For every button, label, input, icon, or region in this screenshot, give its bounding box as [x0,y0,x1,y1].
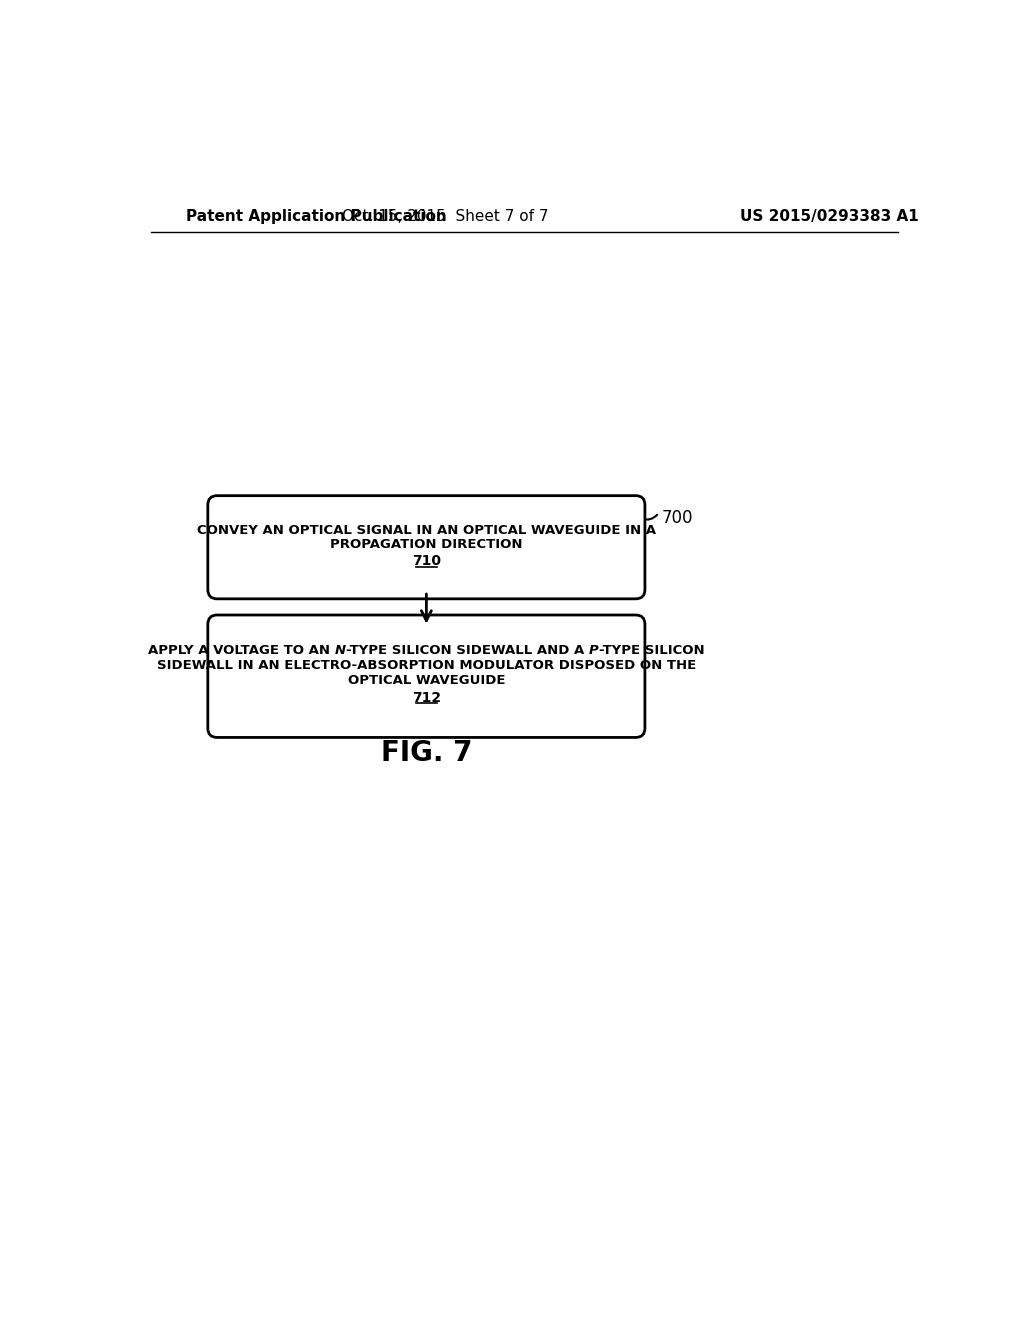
Text: PROPAGATION DIRECTION: PROPAGATION DIRECTION [330,537,522,550]
Text: 712: 712 [412,690,441,705]
Text: CONVEY AN OPTICAL SIGNAL IN AN OPTICAL WAVEGUIDE IN A: CONVEY AN OPTICAL SIGNAL IN AN OPTICAL W… [197,524,656,537]
Text: SIDEWALL IN AN ELECTRO-ABSORPTION MODULATOR DISPOSED ON THE: SIDEWALL IN AN ELECTRO-ABSORPTION MODULA… [157,659,696,672]
FancyArrowPatch shape [642,515,657,520]
Text: Oct. 15, 2015  Sheet 7 of 7: Oct. 15, 2015 Sheet 7 of 7 [342,209,549,223]
Text: OPTICAL WAVEGUIDE: OPTICAL WAVEGUIDE [347,675,505,688]
Text: -TYPE SILICON SIDEWALL AND A: -TYPE SILICON SIDEWALL AND A [346,644,589,656]
Text: N: N [335,644,346,656]
Text: 710: 710 [412,554,441,568]
FancyBboxPatch shape [208,615,645,738]
Text: APPLY A VOLTAGE TO AN: APPLY A VOLTAGE TO AN [148,644,335,656]
FancyBboxPatch shape [208,496,645,599]
Text: Patent Application Publication: Patent Application Publication [186,209,446,223]
Text: FIG. 7: FIG. 7 [381,739,472,767]
Text: 700: 700 [662,510,692,527]
Text: US 2015/0293383 A1: US 2015/0293383 A1 [740,209,919,223]
Text: -TYPE SILICON: -TYPE SILICON [599,644,705,656]
Text: P: P [589,644,599,656]
